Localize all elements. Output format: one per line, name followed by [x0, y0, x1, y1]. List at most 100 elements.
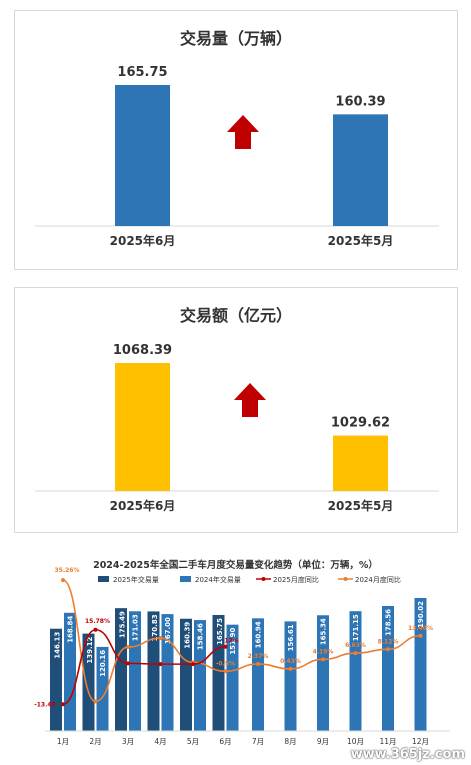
legend-swatch [98, 576, 109, 582]
line-value-label: 15.78% [85, 618, 110, 625]
line-point [386, 647, 390, 652]
bar [115, 363, 170, 491]
bar-value-label: 167.00 [164, 617, 172, 644]
bar-2025 [212, 614, 225, 731]
bar-value-label: 120.16 [99, 650, 107, 677]
bar [115, 85, 170, 226]
bar-2024 [382, 606, 394, 731]
legend-label: 2024月度同比 [355, 575, 401, 584]
amount-bar-chart: 1068.39 2025年6月 1029.62 2025年5月 [35, 343, 439, 513]
bar-value-label: 146.13 [54, 632, 62, 659]
x-tick-label: 7月 [252, 737, 264, 746]
bar-value-label: 175.49 [119, 611, 127, 638]
data-label: 1068.39 [113, 343, 172, 358]
data-label: 165.75 [117, 65, 167, 80]
monthly-trend-chart: 2024-2025年全国二手车月度交易量变化趋势（单位：万辆，%） 2025年交… [0, 548, 471, 765]
x-tick-label: 1月 [57, 737, 69, 746]
line-point [126, 645, 130, 650]
bar-2024 [96, 646, 109, 731]
line-point [223, 644, 228, 649]
bar-value-label: 156.61 [287, 624, 295, 651]
bar-value-label: 160.39 [184, 622, 192, 649]
line-value-label: 4.19% [313, 648, 334, 655]
line-value-label: 2.37% [248, 653, 269, 660]
line-value-label: 8.12% [378, 638, 399, 645]
line-point [93, 627, 98, 632]
category-label: 2025年6月 [110, 233, 176, 248]
category-label: 2025年5月 [328, 498, 394, 513]
bar-value-label: 171.15 [352, 614, 360, 641]
data-label: 160.39 [335, 94, 385, 109]
bar-2024 [414, 597, 427, 731]
line-point [353, 651, 358, 656]
up-arrow-icon [234, 383, 266, 417]
legend-label: 2025月度同比 [273, 575, 319, 584]
bar-value-label: 151.90 [229, 628, 237, 655]
bar-value-label: 168.84 [67, 616, 75, 643]
x-tick-label: 10月 [347, 737, 364, 746]
bar-value-label: 170.83 [151, 614, 159, 641]
category-label: 2025年6月 [110, 498, 176, 513]
line-value-label: -13.45 [34, 701, 55, 708]
bar-2025 [115, 608, 127, 731]
legend-marker [261, 577, 266, 581]
legend-label: 2025年交易量 [113, 575, 159, 584]
bar-2024 [284, 621, 297, 731]
bar-2024 [129, 611, 141, 731]
bar-2025 [50, 628, 62, 731]
data-label: 1029.62 [331, 416, 390, 431]
bar-2024 [349, 611, 362, 731]
line-point [126, 661, 130, 666]
bar-2024 [317, 615, 329, 731]
x-tick-label: 5月 [187, 737, 199, 746]
chart-title: 2024-2025年全国二手车月度交易量变化趋势（单位：万辆，%） [93, 560, 378, 571]
x-tick-label: 6月 [219, 737, 231, 746]
chart-title: 交易额（亿元） [179, 306, 292, 325]
up-arrow-icon [227, 115, 259, 149]
bar-2024 [252, 618, 264, 731]
x-tick-label: 4月 [154, 737, 166, 746]
line-point [418, 633, 423, 638]
bar-value-label: 139.12 [86, 636, 94, 663]
line-value-label: 12% [224, 638, 238, 645]
category-label: 2025年5月 [328, 233, 394, 248]
bar-value-label: 165.75 [216, 618, 224, 645]
line-point [321, 657, 325, 662]
line-point [158, 662, 163, 667]
line-point [61, 578, 65, 583]
bar-value-label: 178.56 [385, 609, 393, 636]
x-tick-label: 2月 [89, 737, 101, 746]
bar-value-label: 190.02 [417, 601, 425, 628]
bar-2024 [226, 624, 239, 731]
bar-2024 [64, 612, 76, 731]
watermark: www.365jz.com [350, 747, 465, 762]
bar-2025 [147, 611, 160, 731]
x-tick-label: 12月 [412, 737, 429, 746]
line-value-label: 6.63% [345, 642, 366, 649]
line-point [256, 661, 260, 666]
line-value-label: 0.43% [280, 658, 301, 665]
volume-chart-panel: 交易量（万辆） 165.75 2025年6月 160.39 2025年5月 [14, 10, 458, 270]
legend-label: 2024年交易量 [195, 575, 241, 584]
bar-2025 [180, 618, 192, 731]
line-point [191, 662, 195, 667]
monthly-trend-svg: 2025年交易量 2024年交易量 2025月度同比 2024月度同比 146.13 16… [34, 567, 450, 746]
legend-marker [343, 577, 348, 581]
bar-value-label: 165.34 [320, 618, 328, 645]
bar [333, 114, 388, 226]
line-point [61, 702, 65, 707]
bar-2025 [82, 633, 95, 731]
bar-value-label: 171.03 [132, 614, 140, 641]
line-point [223, 669, 228, 674]
x-tick-label: 3月 [122, 737, 134, 746]
bar-value-label: 158.46 [197, 623, 205, 650]
bar [333, 435, 388, 491]
line-point [288, 666, 293, 671]
line-point [93, 699, 98, 704]
bar-value-label: 160.94 [255, 621, 263, 648]
volume-bar-chart: 165.75 2025年6月 160.39 2025年5月 [35, 65, 439, 248]
x-tick-label: 8月 [284, 737, 296, 746]
amount-chart-panel: 交易额（亿元） 1068.39 2025年6月 1029.62 2025年5月 [14, 287, 458, 533]
x-tick-label: 11月 [379, 737, 396, 746]
line-value-label: 13.40% [408, 625, 433, 632]
